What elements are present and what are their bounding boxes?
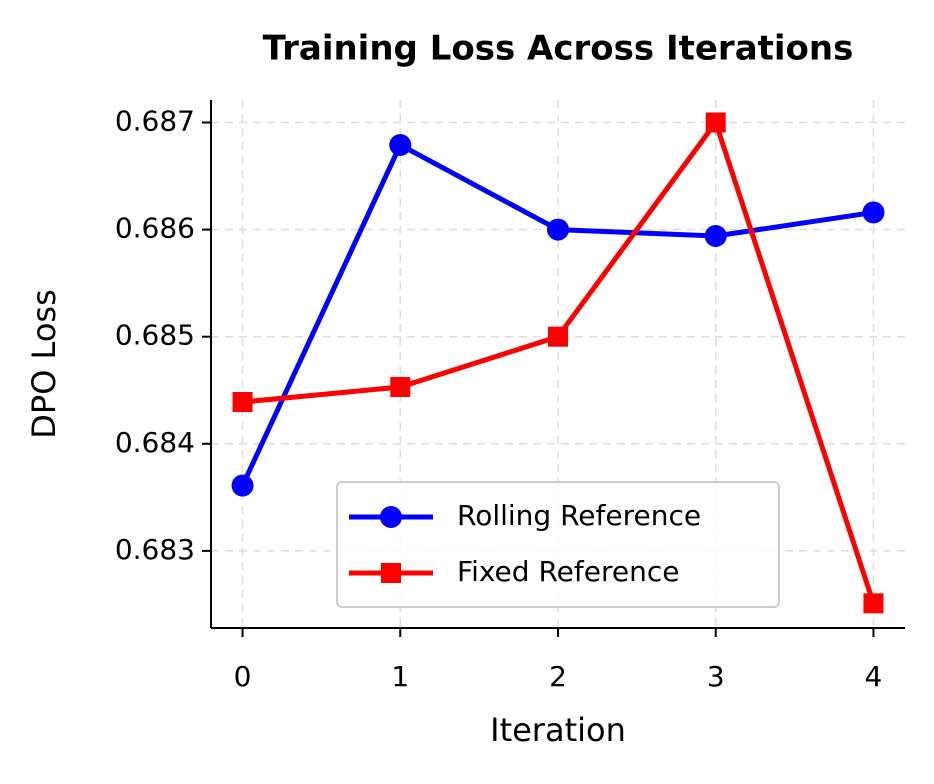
chart-title: Training Loss Across Iterations <box>263 29 854 69</box>
x-axis-label: Iteration <box>490 711 626 749</box>
legend-label: Fixed Reference <box>457 555 679 588</box>
marker <box>548 326 568 347</box>
marker <box>231 474 254 497</box>
y-tick-label: 0.683 <box>115 533 195 566</box>
x-tick-label: 1 <box>391 660 409 693</box>
x-tick-label: 4 <box>865 660 883 693</box>
marker <box>862 201 885 224</box>
legend-box <box>336 481 780 608</box>
legend-marker <box>380 506 402 528</box>
y-tick-label: 0.687 <box>115 104 195 137</box>
y-tick-label: 0.685 <box>115 319 195 352</box>
y-tick-label: 0.684 <box>115 426 195 459</box>
marker <box>389 133 412 156</box>
marker <box>547 218 569 241</box>
legend-marker <box>381 563 401 583</box>
marker <box>705 112 726 133</box>
y-tick-label: 0.686 <box>115 212 195 245</box>
marker <box>232 392 253 413</box>
y-axis-label: DPO Loss <box>25 289 63 438</box>
marker <box>704 225 727 248</box>
marker <box>863 593 884 614</box>
x-tick-label: 0 <box>234 660 252 693</box>
x-tick-label: 2 <box>549 660 567 693</box>
marker <box>390 377 411 398</box>
x-tick-label: 3 <box>707 660 725 693</box>
legend-label: Rolling Reference <box>457 499 701 532</box>
